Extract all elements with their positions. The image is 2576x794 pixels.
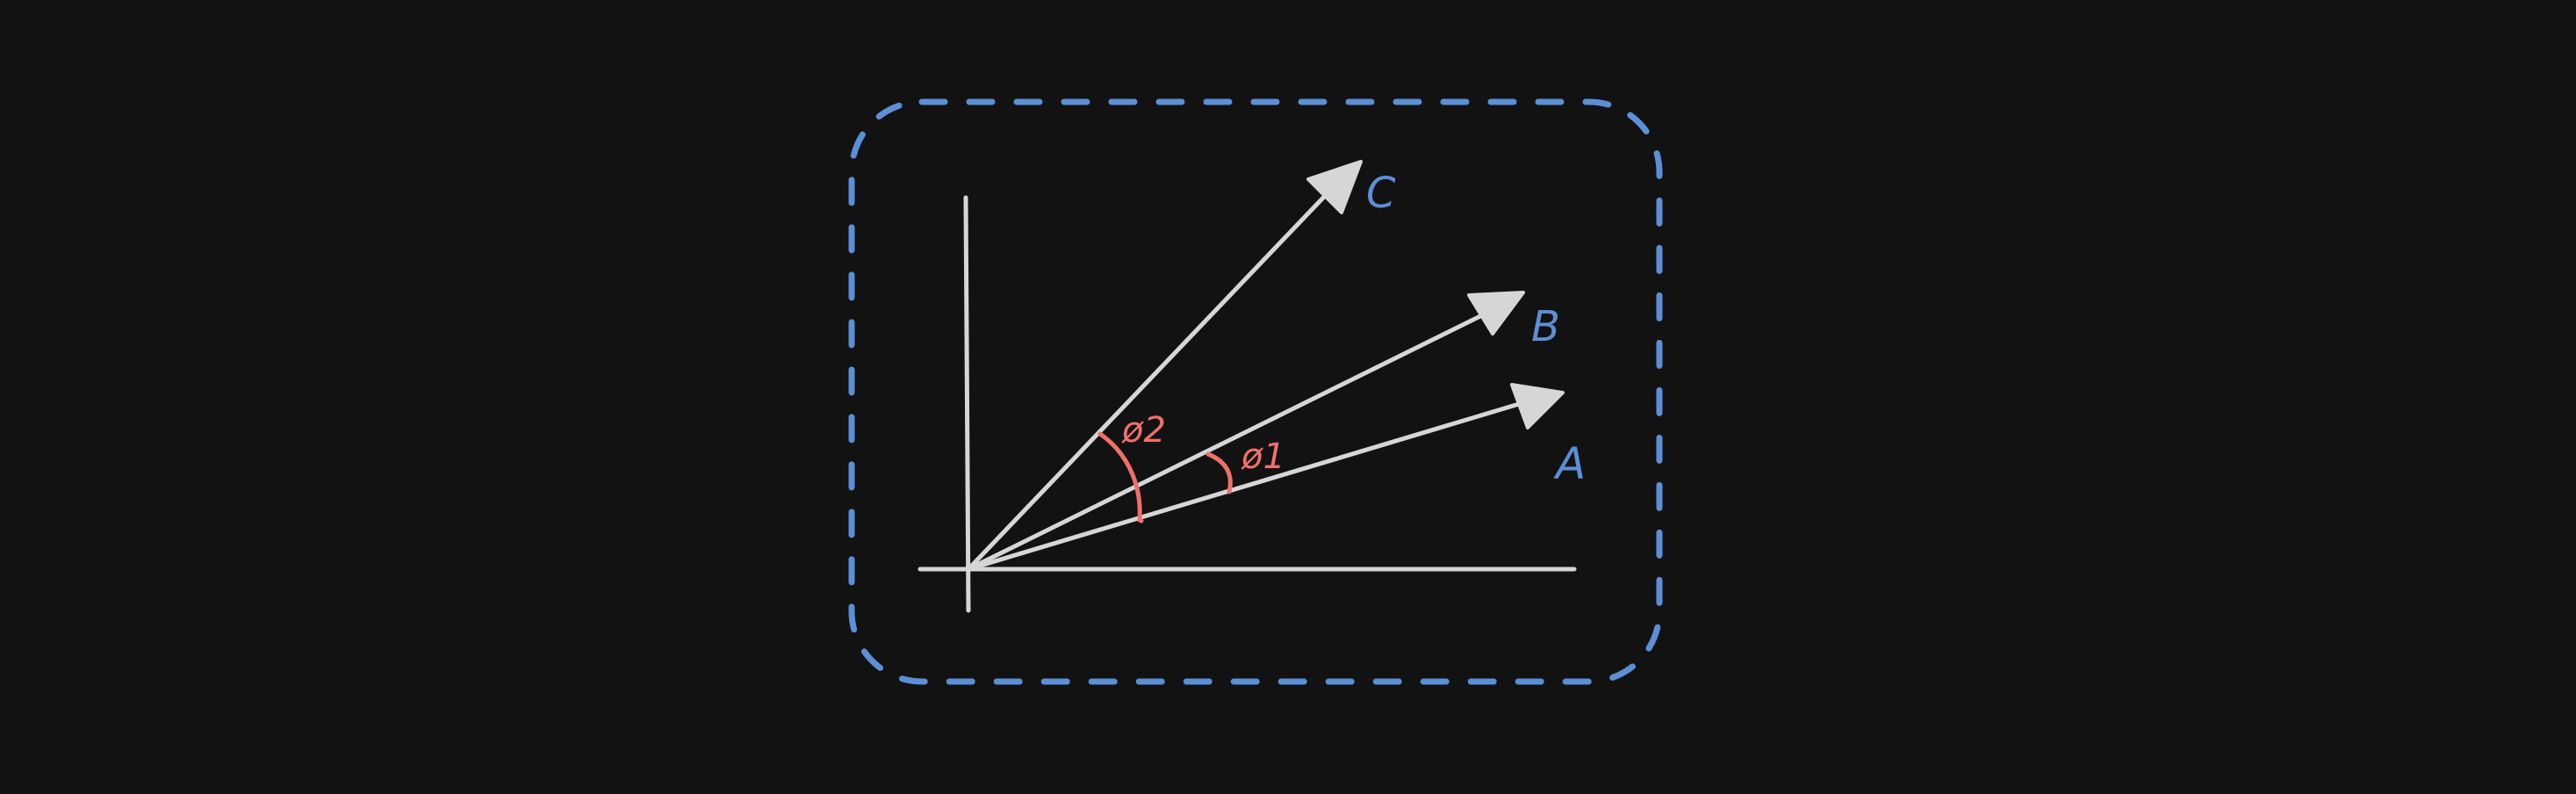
vector-b-line bbox=[966, 312, 1486, 572]
angle-1-label: ø1 bbox=[1241, 437, 1285, 477]
vector-a-arrowhead bbox=[1510, 383, 1565, 429]
vector-a-label: A bbox=[1553, 438, 1586, 489]
vector-a-line bbox=[966, 401, 1522, 572]
vector-b-arrowhead bbox=[1467, 291, 1525, 336]
angle-1-arc bbox=[1205, 451, 1233, 494]
vector-c-line bbox=[966, 192, 1328, 572]
dashed-frame bbox=[848, 98, 1663, 685]
angle-2-label: ø2 bbox=[1121, 410, 1166, 451]
vector-b-label: B bbox=[1531, 302, 1560, 351]
angle-2-arc bbox=[1097, 431, 1144, 523]
vector-c-label: C bbox=[1366, 169, 1396, 218]
y-axis bbox=[963, 195, 971, 613]
vector-c-arrowhead bbox=[1306, 160, 1363, 214]
